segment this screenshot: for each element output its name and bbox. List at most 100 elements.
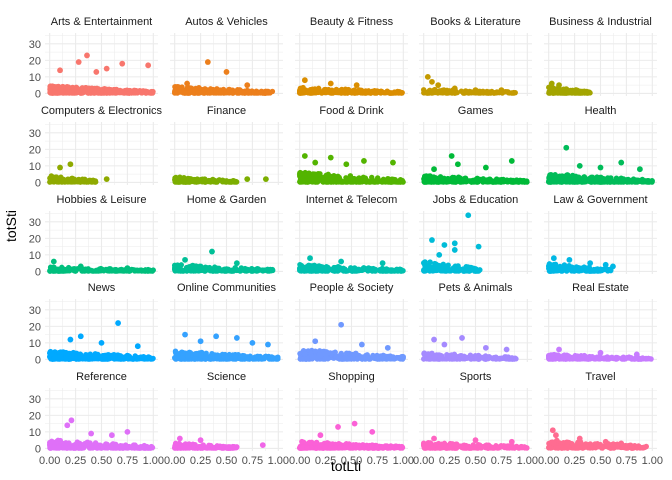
data-point	[134, 343, 141, 350]
data-point	[342, 268, 349, 274]
data-point	[550, 255, 557, 262]
facet-strip-label: News	[88, 282, 116, 294]
data-point	[202, 86, 208, 92]
data-point	[218, 90, 224, 96]
data-point	[84, 52, 90, 59]
data-point	[57, 164, 63, 171]
data-point	[209, 248, 215, 255]
data-point	[69, 90, 75, 96]
data-point	[297, 170, 303, 176]
data-point	[49, 265, 56, 271]
data-point	[556, 346, 562, 353]
facet-strip-label: Computers & Electronics	[41, 105, 163, 117]
data-point	[176, 86, 183, 92]
facet-panel: Computers & Electronics	[41, 105, 163, 185]
data-point	[425, 179, 431, 185]
data-point	[204, 266, 210, 272]
data-point	[424, 73, 431, 80]
data-point	[124, 428, 131, 435]
data-point	[108, 445, 114, 451]
data-point	[134, 356, 140, 362]
data-point	[504, 355, 510, 362]
data-point	[301, 77, 308, 84]
data-point	[172, 348, 179, 354]
data-point	[338, 321, 345, 328]
data-point	[458, 354, 465, 360]
data-point	[362, 178, 368, 184]
data-point	[432, 89, 438, 96]
data-point	[119, 268, 126, 274]
data-point	[120, 90, 127, 96]
data-point	[643, 355, 649, 362]
data-point	[442, 264, 448, 270]
data-point	[203, 350, 209, 356]
data-point	[338, 258, 345, 265]
data-point	[479, 355, 485, 361]
data-point	[323, 352, 329, 358]
data-point	[360, 355, 367, 361]
data-point	[193, 351, 199, 357]
data-point	[77, 351, 84, 357]
data-point	[94, 445, 101, 451]
data-point	[508, 158, 515, 164]
data-point	[460, 266, 466, 272]
data-point	[444, 351, 450, 358]
data-point	[101, 268, 107, 274]
data-point	[459, 335, 465, 341]
data-point	[64, 422, 71, 429]
data-point	[628, 355, 634, 361]
data-point	[350, 87, 356, 94]
data-point	[342, 178, 348, 184]
facet-strip-label: Finance	[207, 105, 246, 117]
data-point	[187, 178, 193, 184]
data-point	[130, 444, 136, 451]
data-point	[398, 268, 404, 274]
data-point	[47, 350, 53, 357]
data-point	[353, 351, 359, 357]
data-point	[576, 356, 582, 362]
data-point	[269, 88, 276, 95]
data-point	[171, 355, 178, 361]
data-point	[108, 432, 115, 439]
data-point	[150, 88, 156, 95]
data-point	[379, 260, 386, 267]
data-point	[92, 353, 99, 359]
data-point	[331, 268, 338, 274]
data-point	[111, 356, 117, 362]
data-point	[347, 356, 353, 362]
data-point	[89, 85, 95, 91]
facet-strip-label: Health	[585, 105, 617, 117]
data-point	[298, 90, 304, 96]
data-point	[61, 445, 67, 451]
data-point	[111, 90, 117, 96]
data-point	[262, 176, 269, 182]
data-point	[311, 171, 318, 177]
data-point	[307, 87, 314, 93]
data-point	[547, 172, 553, 178]
data-point	[343, 161, 350, 168]
data-point	[376, 267, 383, 274]
panel-grid	[170, 388, 283, 451]
panel-grid	[170, 122, 283, 185]
data-point	[107, 267, 113, 274]
data-point	[375, 89, 381, 95]
facet-panel: Reference	[45, 371, 158, 451]
data-point	[145, 62, 152, 69]
data-point	[547, 268, 554, 274]
data-point	[423, 174, 429, 180]
data-point	[184, 80, 191, 87]
data-point	[172, 87, 178, 94]
data-point	[570, 355, 577, 362]
data-point	[179, 355, 186, 361]
data-point	[80, 89, 87, 96]
data-point	[251, 90, 257, 96]
facet-panel: Science	[170, 371, 283, 451]
data-point	[139, 89, 145, 95]
data-point	[145, 266, 152, 273]
data-point	[589, 353, 595, 360]
data-point	[610, 263, 616, 270]
data-point	[427, 259, 433, 265]
data-point	[213, 90, 219, 96]
data-point	[310, 176, 316, 182]
panel-grid	[295, 33, 408, 96]
